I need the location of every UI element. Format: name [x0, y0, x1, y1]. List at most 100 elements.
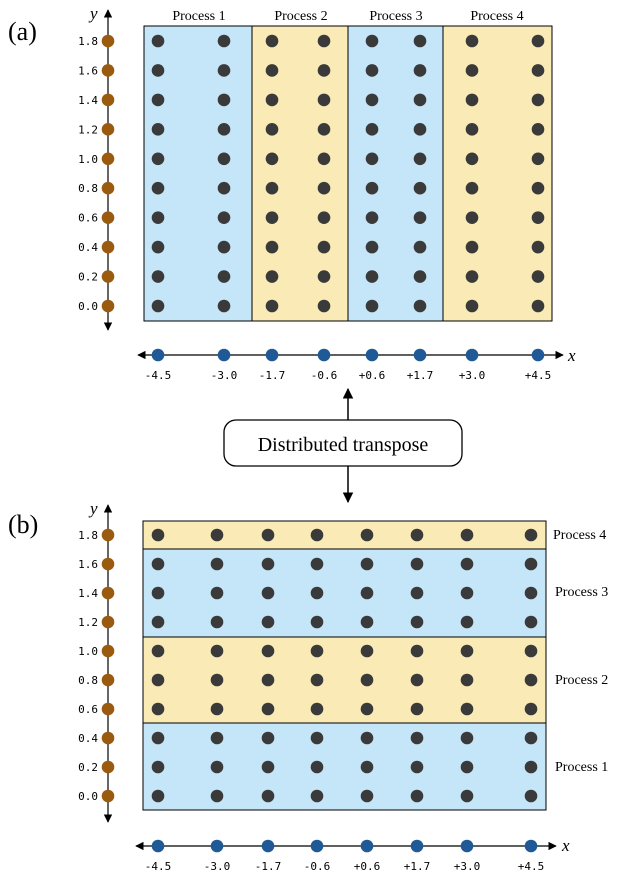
grid-point	[365, 211, 379, 224]
grid-point	[413, 152, 427, 166]
y-tick-label: 1.4	[78, 94, 98, 107]
grid-point	[460, 789, 474, 803]
grid-point	[317, 299, 331, 313]
y-axis-point	[101, 528, 115, 542]
grid-point	[310, 586, 324, 600]
transpose-label: Distributed transpose	[258, 434, 429, 456]
grid-point	[531, 181, 545, 195]
grid-point	[524, 586, 538, 600]
grid-point	[360, 731, 374, 745]
panel-b-label: (b)	[8, 510, 38, 539]
grid-point	[317, 64, 331, 77]
grid-point	[151, 181, 165, 195]
grid-point	[151, 586, 165, 600]
y-axis-point	[101, 299, 115, 313]
grid-point	[531, 34, 545, 48]
grid-point	[217, 123, 231, 136]
y-axis-point	[101, 211, 115, 224]
panel-a-process-3-label: Process 3	[369, 9, 422, 24]
grid-point	[413, 240, 427, 254]
grid-point	[360, 702, 374, 716]
panel-a: (a) Process 1 Process 2 Process 3 Proces…	[8, 4, 576, 382]
panel-b-band-process-4	[142, 520, 547, 550]
x-tick-label: +3.0	[459, 369, 486, 382]
y-axis-point	[101, 644, 115, 658]
grid-point	[310, 528, 324, 542]
grid-point	[413, 181, 427, 195]
grid-point	[310, 644, 324, 658]
grid-point	[310, 615, 324, 629]
grid-point	[360, 586, 374, 600]
grid-point	[265, 123, 279, 136]
y-tick-label: 0.2	[78, 271, 98, 284]
grid-point	[217, 152, 231, 166]
x-axis-point	[531, 348, 545, 362]
x-tick-label: -4.5	[145, 860, 172, 873]
y-tick-label: 1.8	[78, 35, 98, 48]
y-tick-label: 0.6	[78, 703, 98, 716]
y-axis-point	[101, 152, 115, 166]
grid-point	[151, 93, 165, 107]
y-tick-label: 1.0	[78, 153, 98, 166]
grid-point	[460, 702, 474, 716]
x-axis-point	[465, 348, 479, 362]
x-tick-label: -3.0	[211, 369, 238, 382]
grid-point	[360, 557, 374, 571]
grid-point	[413, 123, 427, 136]
x-axis-point	[217, 348, 231, 362]
grid-point	[531, 64, 545, 77]
y-axis-point	[101, 702, 115, 716]
grid-point	[460, 644, 474, 658]
grid-point	[365, 34, 379, 48]
grid-point	[531, 240, 545, 254]
y-tick-label: 0.8	[78, 674, 98, 687]
grid-point	[365, 270, 379, 283]
y-tick-label: 0.0	[78, 300, 98, 313]
grid-point	[151, 702, 165, 716]
grid-point	[210, 702, 224, 716]
x-tick-label: -3.0	[204, 860, 231, 873]
grid-point	[524, 528, 538, 542]
x-tick-label: -0.6	[311, 369, 338, 382]
grid-point	[265, 270, 279, 283]
y-tick-label: 0.8	[78, 182, 98, 195]
grid-point	[210, 615, 224, 629]
grid-point	[531, 299, 545, 313]
grid-point	[151, 528, 165, 542]
grid-point	[465, 152, 479, 166]
grid-point	[465, 64, 479, 77]
panel-a-process-1-label: Process 1	[172, 9, 225, 24]
grid-point	[413, 270, 427, 283]
grid-point	[365, 64, 379, 77]
grid-point	[460, 615, 474, 629]
grid-point	[310, 673, 324, 687]
grid-point	[317, 270, 331, 283]
grid-point	[410, 644, 424, 658]
grid-point	[524, 789, 538, 803]
panel-b-process-1-label: Process 1	[555, 760, 608, 775]
grid-point	[210, 731, 224, 745]
x-axis-point	[410, 839, 424, 853]
x-tick-label: +3.0	[454, 860, 481, 873]
grid-point	[265, 181, 279, 195]
grid-point	[360, 615, 374, 629]
y-axis-point	[101, 240, 115, 254]
panel-a-bands	[143, 25, 553, 322]
grid-point	[360, 789, 374, 803]
panel-b-grid-points	[151, 528, 538, 803]
grid-point	[151, 211, 165, 224]
grid-point	[217, 211, 231, 224]
grid-point	[151, 557, 165, 571]
y-axis-point	[101, 760, 115, 774]
grid-point	[460, 673, 474, 687]
grid-point	[365, 240, 379, 254]
panel-b-y-ticks: 0.0 0.2 0.4 0.6 0.8 1.0 1.2 1.4 1.6 1.8	[78, 528, 115, 803]
x-axis-point	[365, 348, 379, 362]
grid-point	[360, 673, 374, 687]
grid-point	[210, 586, 224, 600]
grid-point	[151, 123, 165, 136]
y-tick-label: 0.6	[78, 212, 98, 225]
grid-point	[151, 673, 165, 687]
grid-point	[465, 211, 479, 224]
